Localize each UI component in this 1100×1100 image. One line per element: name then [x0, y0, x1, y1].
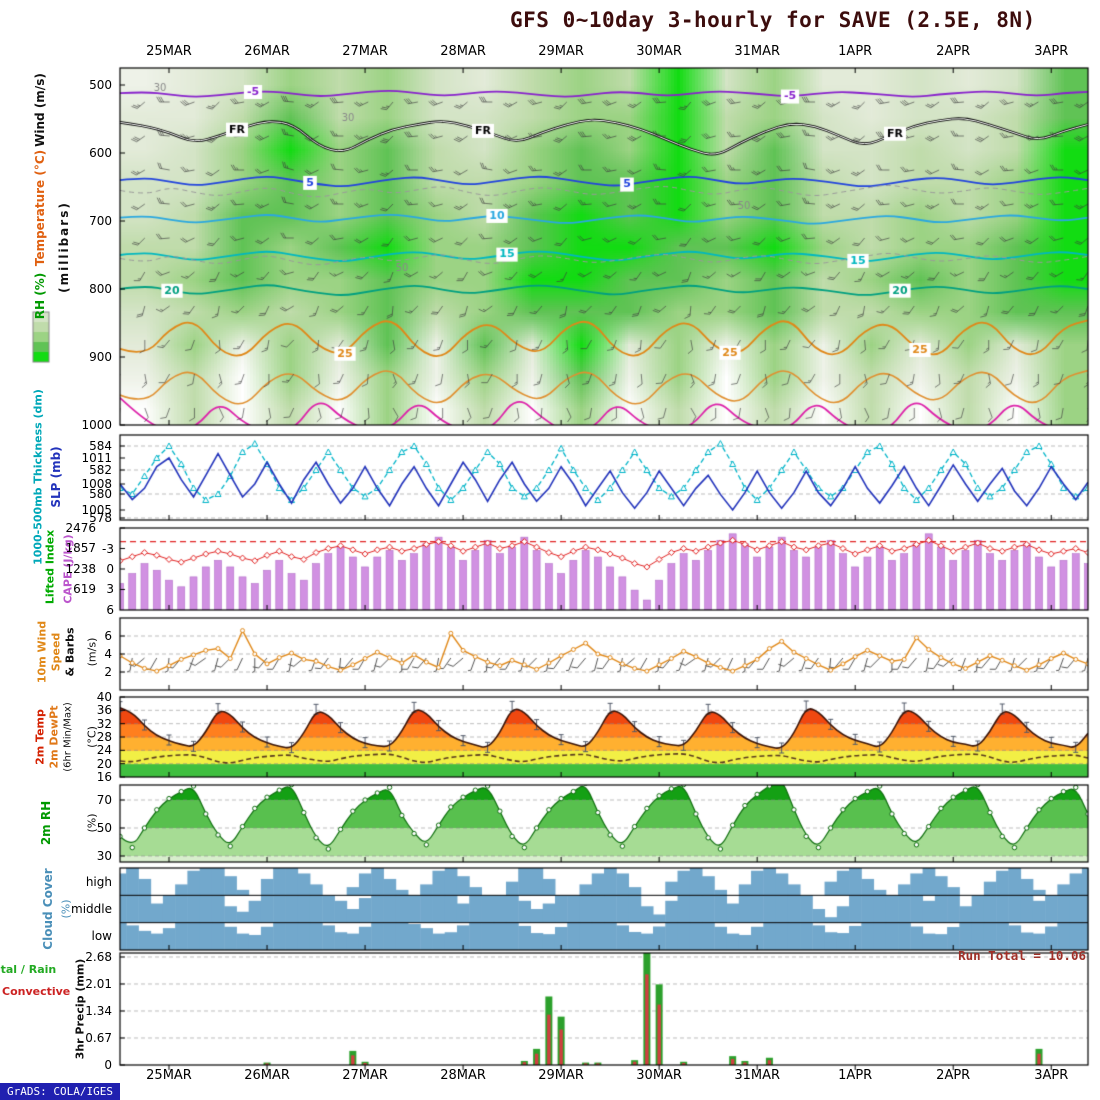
x-axis-label-bottom: 29MAR [538, 1068, 584, 1083]
wind-speed-tick: 2 [104, 665, 112, 679]
lifted-index-tick: 6 [106, 602, 114, 617]
x-axis-label-bottom: 25MAR [146, 1068, 192, 1083]
rh-tick: 70 [96, 793, 112, 807]
panel-cape-lifted-index [120, 528, 1088, 610]
x-axis-label-bottom: 30MAR [636, 1068, 682, 1083]
label-precip-total-rain: Total / Rain [0, 963, 57, 976]
x-axis-label-top: 25MAR [146, 44, 192, 59]
temp-tick: 32 [96, 716, 112, 731]
x-axis-label-bottom: 31MAR [734, 1068, 780, 1083]
label-precip-convective: Convective [2, 985, 71, 998]
cloud-row-label-low: low [91, 929, 113, 943]
slp-tick: 1005 [81, 503, 112, 517]
precip-tick: 0.67 [85, 1030, 112, 1045]
pressure-tick: 900 [89, 350, 112, 364]
x-axis-label-bottom: 3APR [1034, 1068, 1069, 1083]
label-rh2m: 2m RH [39, 800, 53, 846]
panel-temp2m [120, 697, 1088, 777]
precip-tick: 0 [104, 1058, 112, 1072]
x-axis-label-top: 1APR [838, 44, 873, 59]
cape-tick: 1238 [65, 561, 96, 576]
label-rh: RH (%) [33, 272, 47, 320]
panel-precip [120, 953, 1088, 1065]
slp-tick: 1011 [81, 451, 112, 465]
cape-tick: 1857 [65, 541, 96, 556]
thickness-tick: 578 [89, 511, 112, 525]
cloud-row-label-high: high [85, 875, 112, 889]
x-axis-label-top: 31MAR [734, 44, 780, 59]
temp-tick: 40 [96, 690, 112, 704]
precip-tick: 2.01 [85, 976, 112, 991]
precip-tick: 2.68 [85, 949, 112, 964]
label-temperature: Temperature (°C) [33, 149, 47, 267]
x-axis-label-bottom: 2APR [936, 1068, 971, 1083]
x-axis-label-bottom: 1APR [838, 1068, 873, 1083]
x-axis-label-top: 3APR [1034, 44, 1069, 59]
page-title: GFS 0~10day 3-hourly for SAVE (2.5E, 8N) [510, 8, 1036, 32]
pressure-tick: 800 [89, 282, 112, 296]
lifted-index-tick: 3 [106, 582, 114, 597]
lifted-index-tick: -3 [102, 541, 114, 556]
temp-tick: 20 [96, 756, 112, 771]
panel-rh2m [120, 785, 1088, 862]
precip-tick: 1.34 [85, 1003, 112, 1018]
panel-cloud-cover [120, 868, 1088, 950]
x-axis-label-bottom: 27MAR [342, 1068, 388, 1083]
temp-tick: 16 [96, 770, 112, 784]
cloud-row-label-middle: middle [71, 902, 112, 916]
x-axis-label-bottom: 26MAR [244, 1068, 290, 1083]
run-total-label: Run Total = 10.06 [958, 948, 1086, 963]
x-axis-label-top: 28MAR [440, 44, 486, 59]
thickness-tick: 580 [89, 487, 112, 501]
label-t2m: 2m Temp [33, 709, 47, 765]
credit-badge: GrADS: COLA/IGES [0, 1083, 120, 1100]
x-axis-label-bottom: 28MAR [440, 1068, 486, 1083]
temp-tick: 24 [96, 743, 112, 758]
temp-tick: 28 [96, 730, 112, 744]
wind-speed-tick: 4 [104, 647, 112, 661]
x-axis-label-top: 27MAR [342, 44, 388, 59]
rh-tick: 50 [96, 821, 112, 835]
label-wind10-a: 10m Wind [35, 620, 49, 684]
label-wind-units: Wind (m/s) [33, 73, 47, 147]
thickness-tick: 584 [89, 439, 112, 453]
pressure-tick: 700 [89, 214, 112, 228]
x-axis-label-top: 30MAR [636, 44, 682, 59]
temp-tick: 36 [96, 703, 112, 718]
x-axis-label-top: 26MAR [244, 44, 290, 59]
cape-tick: 619 [73, 582, 96, 597]
pressure-tick: 1000 [81, 418, 112, 432]
cape-tick: 2476 [65, 520, 96, 535]
pressure-tick: 600 [89, 146, 112, 160]
panel-wind10m [120, 618, 1088, 690]
lifted-index-tick: 0 [106, 562, 114, 576]
pressure-tick: 500 [89, 78, 112, 92]
rh-tick: 30 [96, 849, 112, 863]
x-axis-label-top: 2APR [936, 44, 971, 59]
wind-speed-tick: 6 [104, 629, 112, 643]
x-axis-label-top: 29MAR [538, 44, 584, 59]
panel-upper-air [120, 68, 1088, 425]
slp-tick: 1008 [81, 477, 112, 491]
panel-slp-thickness [120, 435, 1088, 520]
thickness-tick: 582 [89, 463, 112, 477]
